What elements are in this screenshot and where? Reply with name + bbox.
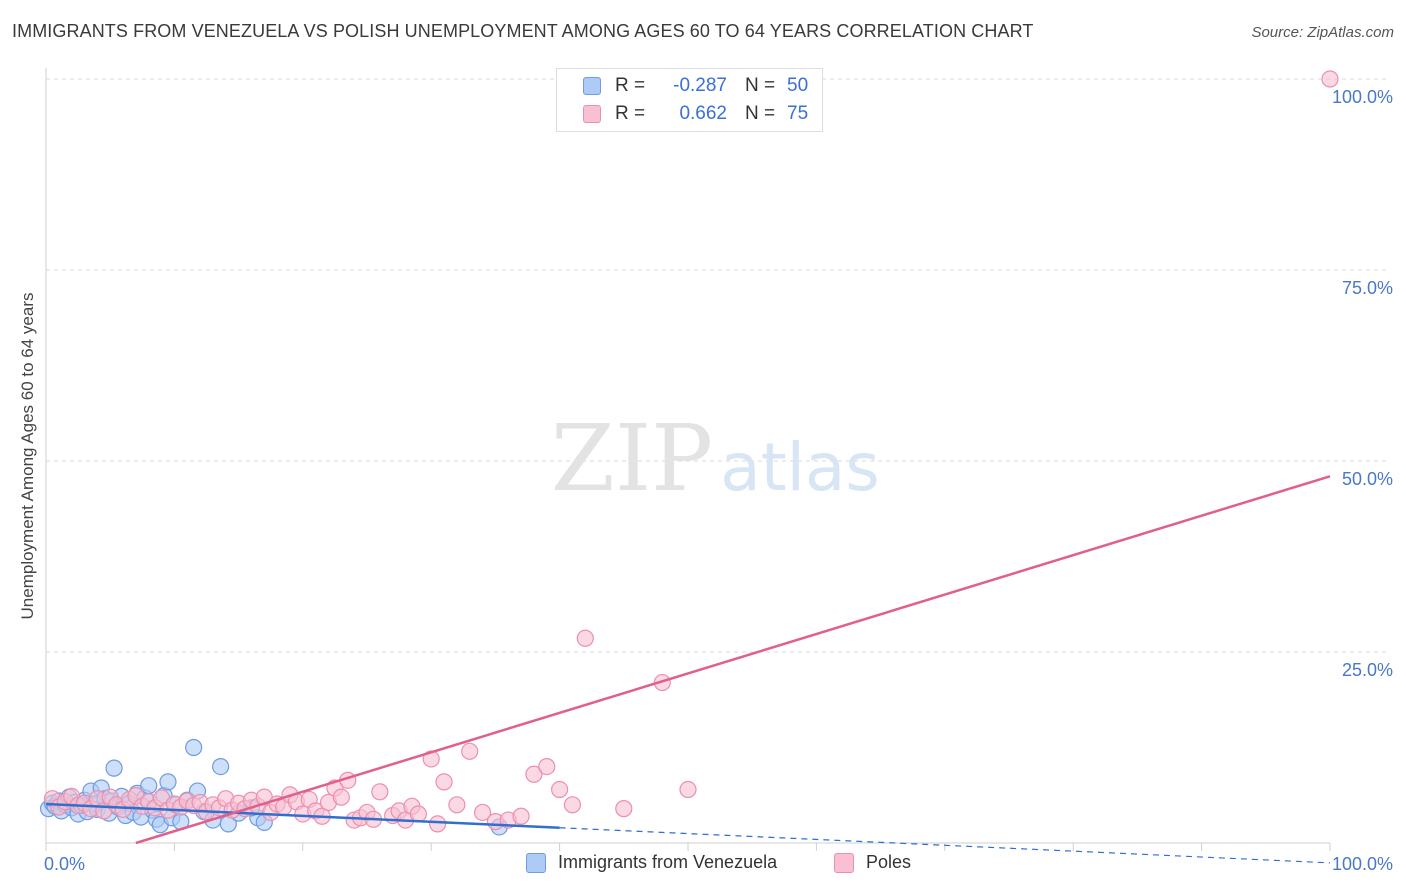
y-tick-label: 50.0% xyxy=(1342,469,1393,489)
legend-swatch-blue xyxy=(583,77,601,95)
point-poles xyxy=(371,783,389,801)
chart-title: IMMIGRANTS FROM VENEZUELA VS POLISH UNEM… xyxy=(12,21,1034,41)
tick-layer: 25.0% 50.0% 75.0% 100.0% 0.0% 100.0% xyxy=(44,87,1393,874)
x-tick-label: 100.0% xyxy=(1332,854,1393,874)
point-poles xyxy=(538,757,556,776)
point-poles xyxy=(422,750,440,768)
point-poles xyxy=(525,765,543,783)
trend-line-venezuela xyxy=(45,802,560,829)
watermark: ZIP atlas xyxy=(551,405,880,512)
point-poles xyxy=(332,788,350,806)
legend-r-label: R = xyxy=(615,75,646,96)
point-poles xyxy=(429,815,447,833)
point-poles xyxy=(461,742,479,760)
y-tick-label: 100.0% xyxy=(1332,87,1393,107)
point-poles xyxy=(615,800,633,818)
y-tick-label: 75.0% xyxy=(1342,278,1393,298)
point-venezuela xyxy=(159,773,177,791)
point-venezuela xyxy=(185,738,203,757)
legend-n-label: N = xyxy=(745,103,776,124)
legend-swatch-pink xyxy=(583,105,601,123)
legend-row-poles: R = 0.662 N = 75 xyxy=(557,101,808,127)
watermark-atlas: atlas xyxy=(720,429,880,506)
series-swatch-blue xyxy=(526,852,546,873)
legend-r-value: -0.287 xyxy=(673,75,727,96)
point-poles xyxy=(563,796,582,814)
legend-n-value: 50 xyxy=(787,75,809,96)
trend-line-poles xyxy=(135,475,1331,845)
legend-n-value: 75 xyxy=(787,103,809,124)
legend-n-label: N = xyxy=(745,75,776,96)
legend-r-label: R = xyxy=(615,103,646,124)
source-credit: Source: ZipAtlas.com xyxy=(1251,24,1394,41)
point-poles xyxy=(435,773,453,791)
series-legend-venezuela[interactable]: Immigrants from Venezuela xyxy=(526,852,777,873)
series-swatch-pink xyxy=(834,852,854,873)
y-tick-label: 25.0% xyxy=(1342,660,1393,680)
axis-layer xyxy=(45,68,1331,851)
point-poles xyxy=(576,629,594,647)
legend-r-value: 0.662 xyxy=(679,103,727,124)
point-poles xyxy=(409,805,427,823)
grid-layer xyxy=(46,78,1390,653)
series-legend-poles[interactable]: Poles xyxy=(834,852,911,873)
series-legend: Immigrants from Venezuela Poles xyxy=(0,852,1406,876)
point-poles xyxy=(1321,70,1339,88)
point-poles xyxy=(473,803,492,822)
point-venezuela xyxy=(212,757,230,776)
point-poles xyxy=(550,780,569,799)
watermark-zip: ZIP xyxy=(551,405,713,512)
point-poles xyxy=(512,807,530,825)
series-label-poles: Poles xyxy=(866,852,912,872)
series-label-venezuela: Immigrants from Venezuela xyxy=(558,852,778,872)
x-tick-label: 0.0% xyxy=(44,854,85,874)
point-poles xyxy=(679,780,697,799)
point-poles xyxy=(448,796,466,814)
correlation-legend: R = -0.287 N = 50 R = 0.662 N = 75 xyxy=(556,68,823,132)
trend-layer xyxy=(45,475,1331,864)
trend-line-venezuela-extension xyxy=(559,827,1331,864)
legend-row-venezuela: R = -0.287 N = 50 xyxy=(557,73,808,99)
point-venezuela xyxy=(105,759,123,777)
